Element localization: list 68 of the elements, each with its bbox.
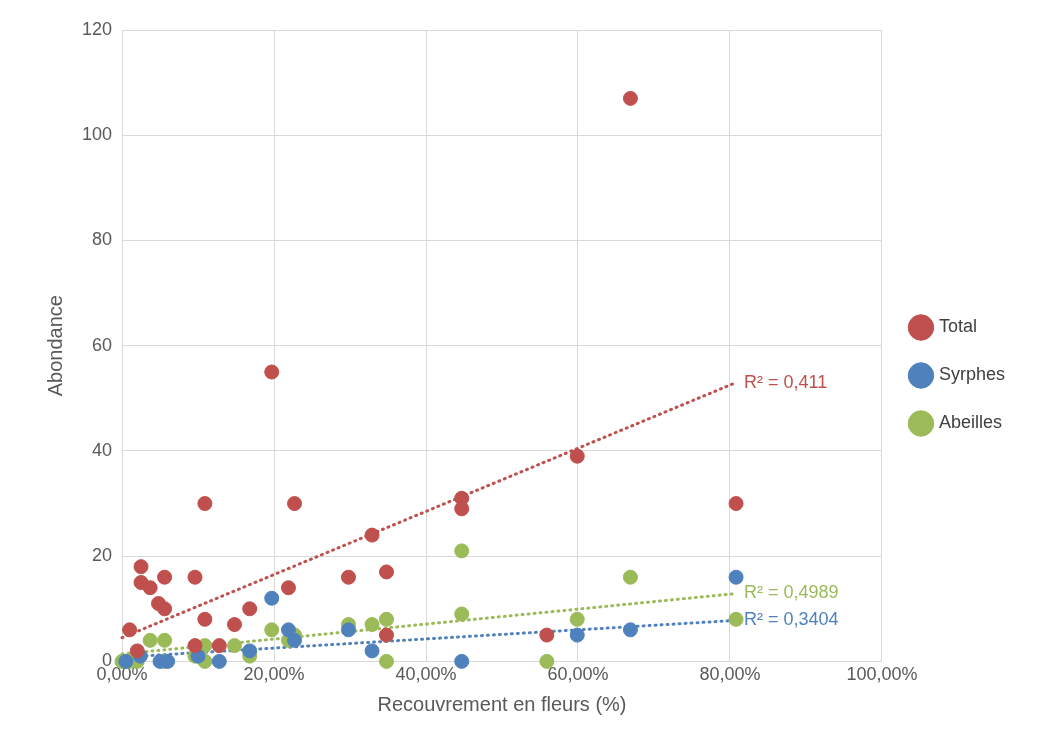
point [264,622,280,638]
y-tick-label: 60 [92,334,113,355]
point [264,590,280,606]
point [569,611,585,627]
x-tick-label: 80,00% [699,664,761,685]
point [454,501,470,517]
point [622,90,638,106]
point [539,653,555,669]
annotation: R² = 0,411 [744,371,828,392]
point [378,564,394,580]
y-tick-label: 40 [92,439,113,460]
point [227,617,242,633]
point [728,569,744,585]
point [227,638,242,654]
point [364,527,380,543]
point [364,617,380,633]
point [454,606,470,622]
point [280,580,296,596]
point [157,569,173,585]
point [340,569,356,585]
point [728,611,744,627]
legend-label: Syrphes [938,364,1006,385]
point [364,643,380,659]
legend-label: Total [938,316,977,337]
point [454,543,470,559]
point [187,638,203,654]
y-tick-label: 100 [81,124,113,145]
point [378,653,394,669]
point [211,638,227,654]
point [142,632,158,648]
y-tick-label: 20 [92,545,113,566]
point [280,622,296,638]
point [569,627,585,643]
y-axis-title: Abondance [43,295,66,397]
point [129,643,145,659]
annotation: R² = 0,4989 [744,582,839,603]
point [264,364,280,380]
point [728,496,744,512]
point [454,653,470,669]
point [242,643,258,659]
point [287,496,303,512]
point [211,653,227,669]
x-tick-label: 60,00% [547,664,609,685]
point [157,601,173,617]
legend-label: Abeilles [938,412,1003,433]
point [569,448,585,464]
point [142,580,158,596]
point [122,622,138,638]
x-axis-title: Recouvrement en fleurs (%) [377,692,627,715]
point [378,611,394,627]
x-tick-label: 20,00% [243,664,305,685]
point [340,622,356,638]
point [133,559,149,575]
point [622,569,638,585]
point [378,627,394,643]
point [287,632,303,648]
x-tick-label: 40,00% [395,664,457,685]
point [197,496,213,512]
point [197,611,213,627]
point [622,622,638,638]
y-tick-label: 120 [81,18,113,39]
x-tick-label: 100,00% [846,664,918,685]
point [539,627,555,643]
annotation: R² = 0,3404 [744,609,839,630]
point [157,632,173,648]
point [242,601,258,617]
point [187,569,203,585]
y-tick-label: 80 [92,229,113,250]
